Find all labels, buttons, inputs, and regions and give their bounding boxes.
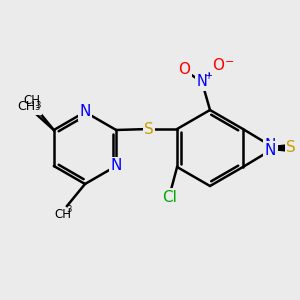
Text: O: O xyxy=(178,62,190,77)
Text: CH: CH xyxy=(23,94,40,106)
Text: 3: 3 xyxy=(66,205,72,214)
Text: Cl: Cl xyxy=(162,190,176,205)
Text: S: S xyxy=(286,140,296,155)
Text: N: N xyxy=(79,104,91,119)
Text: N: N xyxy=(196,74,207,89)
Text: CH: CH xyxy=(55,208,71,220)
Text: −: − xyxy=(225,57,235,67)
Text: N: N xyxy=(265,143,276,158)
Text: S: S xyxy=(144,122,154,136)
Text: 3: 3 xyxy=(35,100,40,109)
Text: N: N xyxy=(110,158,122,173)
Text: N: N xyxy=(265,138,276,153)
Text: CH₃: CH₃ xyxy=(17,100,41,113)
Text: O: O xyxy=(212,58,224,74)
Text: +: + xyxy=(204,71,212,81)
